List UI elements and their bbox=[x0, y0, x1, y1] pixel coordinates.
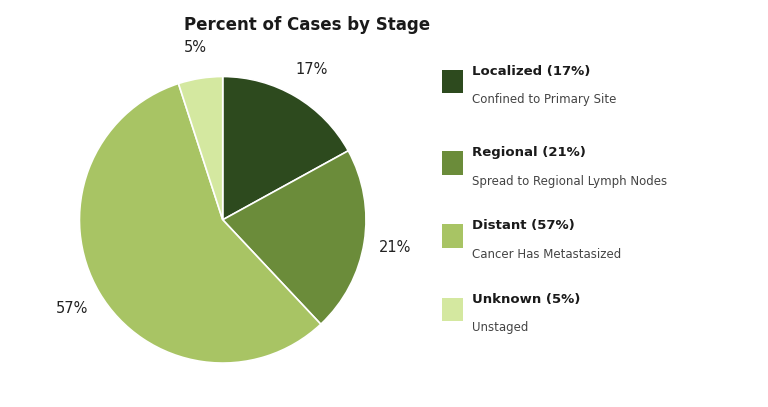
Text: Unstaged: Unstaged bbox=[472, 321, 528, 334]
Text: Spread to Regional Lymph Nodes: Spread to Regional Lymph Nodes bbox=[472, 175, 667, 188]
Text: Distant (57%): Distant (57%) bbox=[472, 219, 575, 232]
Text: 57%: 57% bbox=[56, 301, 88, 316]
Text: 5%: 5% bbox=[184, 39, 207, 55]
Text: Localized (17%): Localized (17%) bbox=[472, 65, 591, 78]
Text: Percent of Cases by Stage: Percent of Cases by Stage bbox=[184, 16, 430, 34]
Text: Unknown (5%): Unknown (5%) bbox=[472, 293, 581, 306]
Text: 17%: 17% bbox=[296, 62, 328, 77]
Wedge shape bbox=[178, 77, 223, 220]
Text: Cancer Has Metastasized: Cancer Has Metastasized bbox=[472, 248, 621, 261]
Wedge shape bbox=[79, 83, 321, 363]
Wedge shape bbox=[223, 151, 366, 324]
Text: Regional (21%): Regional (21%) bbox=[472, 146, 586, 159]
Text: 21%: 21% bbox=[379, 240, 412, 255]
Text: Confined to Primary Site: Confined to Primary Site bbox=[472, 93, 617, 106]
Wedge shape bbox=[223, 77, 348, 220]
